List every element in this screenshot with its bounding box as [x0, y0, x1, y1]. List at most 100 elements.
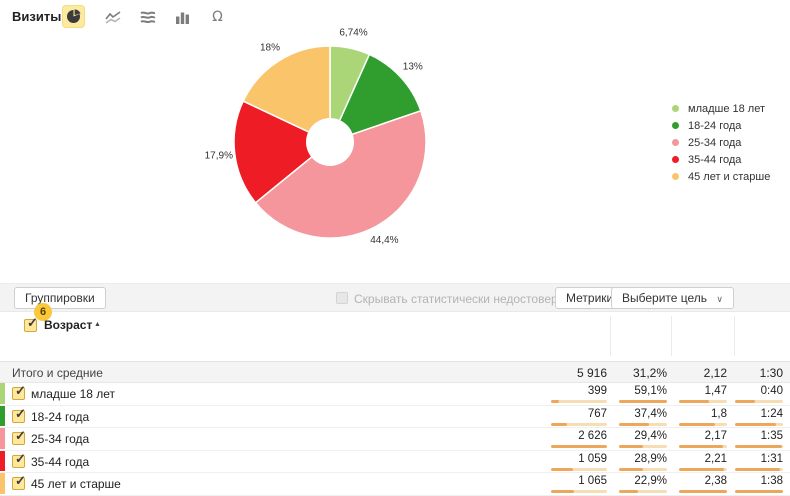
row-label[interactable]: 45 лет и старше [31, 477, 121, 492]
pie-chart-icon [67, 9, 81, 23]
metric-bar [551, 422, 607, 426]
choose-goal-button[interactable]: Выберите цель ∨ [611, 287, 734, 309]
pie-slice-4[interactable] [233, 100, 332, 204]
table-row-2: 18-24 года 767 37,4% 1,8 1:24 [0, 405, 790, 429]
metric-bar [619, 467, 667, 471]
table-row-3: 25-34 года 2 626 29,4% 2,17 1:35 [0, 428, 790, 451]
metric-bar [551, 400, 607, 403]
legend-bullet [672, 122, 679, 129]
chart-type-pie-button[interactable] [62, 5, 85, 28]
totals-value: 2,12 [703, 366, 727, 380]
column-separator [610, 316, 611, 356]
row-checkbox[interactable] [12, 383, 26, 400]
sort-asc-icon: ▲ [94, 321, 101, 328]
columns-chart-icon [176, 12, 189, 24]
legend-item-3[interactable]: 25-34 года [672, 134, 770, 151]
row-checkbox[interactable] [12, 473, 26, 491]
pie-legend: младше 18 лет 18-24 года 25-34 года 35-44 г… [672, 100, 770, 185]
metric-value: 29,4% [634, 430, 667, 443]
row-label[interactable]: 25-34 года [31, 432, 90, 447]
metric-bar [551, 490, 607, 494]
totals-row: Итого и средние 5 916 31,2% 2,12 1:30 [0, 361, 790, 383]
pie-slice-label: 6,74% [339, 28, 367, 39]
legend-item-5[interactable]: 45 лет и старше [672, 168, 770, 185]
legend-item-4[interactable]: 35-44 года [672, 151, 770, 168]
metric-value: 2,21 [704, 452, 727, 465]
legend-label: 25-34 года [688, 136, 742, 149]
chart-type-columns-button[interactable] [171, 5, 194, 28]
row-color-strip [0, 473, 5, 494]
metric-bar-fill [619, 467, 643, 471]
legend-item-1[interactable]: младше 18 лет [672, 100, 770, 117]
metric-value: 1 059 [578, 452, 607, 465]
metric-value: 399 [587, 385, 607, 397]
table-header: Возраст ▲ Визиты%ОтказыГлубинапросмотраВ… [0, 312, 790, 361]
metric-value: 2,38 [704, 475, 727, 488]
legend-item-2[interactable]: 18-24 года [672, 117, 770, 134]
row-label[interactable]: 35-44 года [31, 454, 90, 469]
metric-value: 1:35 [760, 430, 783, 443]
totals-value: 5 916 [576, 366, 607, 380]
totals-label: Итого и средние [12, 366, 103, 380]
pie-slice-label: 44,4% [370, 235, 398, 246]
metric-bar-fill [619, 400, 667, 403]
chart-type-line-button[interactable] [101, 5, 124, 28]
legend-label: 18-24 года [688, 119, 742, 132]
table-controls-bar: Группировки Скрывать статистически недос… [0, 283, 790, 312]
metric-bar [679, 467, 727, 471]
metric-value: 22,9% [634, 475, 667, 488]
metric-bar [679, 422, 727, 426]
choose-goal-label: Выберите цель [622, 291, 708, 305]
metric-value: 1:38 [760, 475, 783, 488]
pie-slice-3[interactable] [254, 109, 427, 239]
legend-label: 45 лет и старше [688, 170, 771, 183]
pie-slice-2[interactable] [328, 53, 422, 144]
metric-bar-fill [735, 400, 755, 403]
metrics-button[interactable]: Метрики [555, 287, 625, 309]
metric-bar-fill [551, 445, 607, 449]
hide-unreliable-checkbox[interactable] [336, 292, 348, 304]
legend-label: младше 18 лет [688, 102, 766, 115]
chart-title: Визиты [12, 9, 62, 24]
dimension-select-all-checkbox[interactable] [24, 315, 38, 332]
table-row-4: 35-44 года 1 059 28,9% 2,21 1:31 [0, 450, 790, 474]
row-label[interactable]: 18-24 года [31, 409, 90, 424]
metric-bar [735, 467, 783, 471]
metric-bar-fill [735, 490, 783, 494]
metric-value: 28,9% [634, 452, 667, 465]
row-checkbox[interactable] [12, 428, 26, 446]
row-label[interactable]: младше 18 лет [31, 387, 116, 401]
legend-bullet [672, 156, 679, 163]
metric-bar [735, 400, 783, 403]
pie-slice-label: 18% [260, 42, 280, 53]
row-color-strip [0, 428, 5, 449]
metric-bar-fill [551, 490, 574, 494]
row-color-strip [0, 405, 5, 427]
row-checkbox[interactable] [12, 406, 26, 423]
metric-value: 1:24 [760, 407, 783, 420]
metric-bar-fill [619, 422, 650, 426]
metric-bar [735, 422, 783, 426]
metric-bar-fill [735, 445, 782, 449]
metric-bar [619, 400, 667, 403]
metric-bar-fill [679, 422, 716, 426]
pie-slice-label: 13% [403, 62, 423, 73]
metric-value: 37,4% [634, 407, 667, 420]
column-separator [671, 316, 672, 356]
metric-bar-fill [551, 422, 568, 426]
row-checkbox[interactable] [12, 451, 26, 468]
chart-type-stacked-button[interactable] [136, 5, 159, 28]
metric-bar-fill [679, 490, 727, 494]
dimension-column-header[interactable]: Возраст [44, 318, 93, 332]
legend-bullet [672, 173, 679, 180]
donut-hole [306, 118, 354, 166]
legend-bullet [672, 105, 679, 112]
metric-bar [551, 467, 607, 471]
groupings-button[interactable]: Группировки [14, 287, 106, 309]
metric-bar [551, 445, 607, 449]
metric-bar [679, 400, 727, 403]
pie-slice-5[interactable] [242, 45, 331, 144]
chart-type-map-button[interactable]: Ω [206, 5, 229, 28]
metric-bar [735, 490, 783, 494]
groupings-count-badge[interactable]: 6 [34, 303, 52, 321]
